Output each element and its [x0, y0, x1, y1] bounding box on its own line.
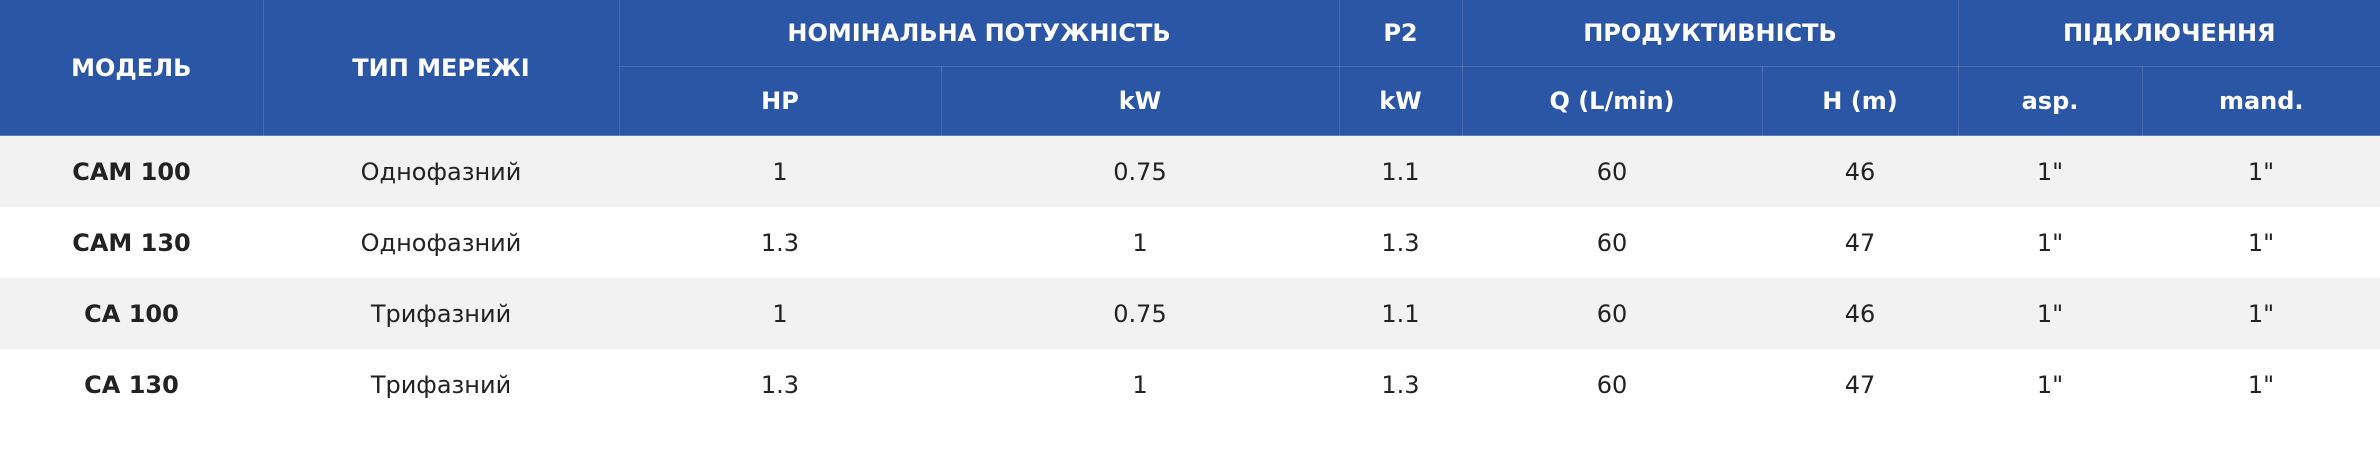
table-cell: Трифазний [370, 370, 512, 399]
table-cell: 1.3 [760, 228, 800, 257]
header-cell: HP [619, 66, 942, 136]
header-cell: P2 [1338, 0, 1463, 67]
table-cell: 60 [1596, 370, 1628, 399]
table-cell: Однофазний [263, 135, 619, 207]
table-cell: 60 [1462, 278, 1762, 349]
table-cell: 47 [1844, 370, 1876, 399]
table-row: CA 130 Трифазний 1.3 1 1.3 60 47 1" 1" [0, 349, 2380, 420]
header-cell: ПРОДУКТИВНІСТЬ [1461, 0, 1959, 67]
table-cell: 1" [2036, 370, 2064, 399]
table-header: МОДЕЛЬ ТИП МЕРЕЖІ НОМІНАЛЬНА ПОТУЖНІСТЬ … [0, 0, 2380, 136]
table-cell: CAM 130 [72, 228, 191, 257]
header-cell: МОДЕЛЬ [0, 0, 264, 136]
table-cell: 1.1 [1339, 135, 1462, 207]
header-row: HP kW kW Q (L/min) H (m) asp. mand. [0, 66, 2380, 136]
table-cell: CAM 100 [0, 135, 263, 207]
table-cell: 1.1 [1339, 278, 1462, 349]
table-cell: 1" [2247, 228, 2275, 257]
header-cell: kW [1338, 66, 1463, 136]
table-cell: 1 [1132, 370, 1148, 399]
table-cell: 46 [1762, 135, 1958, 207]
header-cell: asp. [1957, 66, 2143, 136]
table-cell: 46 [1762, 278, 1958, 349]
table-cell: Трифазний [263, 278, 619, 349]
table-cell: 1" [2036, 228, 2064, 257]
table-cell: 1" [2247, 370, 2275, 399]
table-cell: 1 [619, 135, 941, 207]
table-cell: 1.3 [1381, 370, 1420, 399]
table-cell: 1 [1132, 228, 1148, 257]
header-cell: НОМІНАЛЬНА ПОТУЖНІСТЬ [618, 0, 1340, 67]
table-body: CAM 100 Однофазний 1 0.75 1.1 60 46 1" 1" CAM 130… [0, 135, 2380, 421]
table-cell: 1" [2142, 278, 2380, 349]
table-row: CAM 100 Однофазний 1 0.75 1.1 60 46 1" 1" [0, 135, 2380, 207]
table-cell: 0.75 [941, 135, 1339, 207]
table-row: CA 100 Трифазний 1 0.75 1.1 60 46 1" 1" [0, 278, 2380, 349]
table-cell: Однофазний [360, 228, 522, 257]
table-cell: CA 100 [0, 278, 263, 349]
header-cell: kW [940, 66, 1340, 136]
header-cell: ТИП МЕРЕЖІ [262, 0, 620, 136]
spec-table: МОДЕЛЬ ТИП МЕРЕЖІ НОМІНАЛЬНА ПОТУЖНІСТЬ … [0, 0, 2380, 421]
header-row: МОДЕЛЬ ТИП МЕРЕЖІ НОМІНАЛЬНА ПОТУЖНІСТЬ … [0, 0, 2380, 136]
table-cell: 60 [1596, 228, 1628, 257]
table-cell: 1.3 [760, 370, 800, 399]
header-cell: mand. [2141, 66, 2380, 136]
table-cell: 1" [1958, 135, 2142, 207]
table-cell: 1 [619, 278, 941, 349]
table-cell: 47 [1844, 228, 1876, 257]
table-cell: 0.75 [941, 278, 1339, 349]
table-cell: 1" [2142, 135, 2380, 207]
table-row: CAM 130 Однофазний 1.3 1 1.3 60 47 1" 1" [0, 207, 2380, 278]
header-cell: H (m) [1761, 66, 1959, 136]
table-cell: 1" [1958, 278, 2142, 349]
table-cell: CA 130 [84, 370, 179, 399]
table-cell: 1.3 [1381, 228, 1420, 257]
header-cell: ПІДКЛЮЧЕННЯ [1957, 0, 2380, 67]
header-cell: Q (L/min) [1461, 66, 1763, 136]
table-cell: 60 [1462, 135, 1762, 207]
